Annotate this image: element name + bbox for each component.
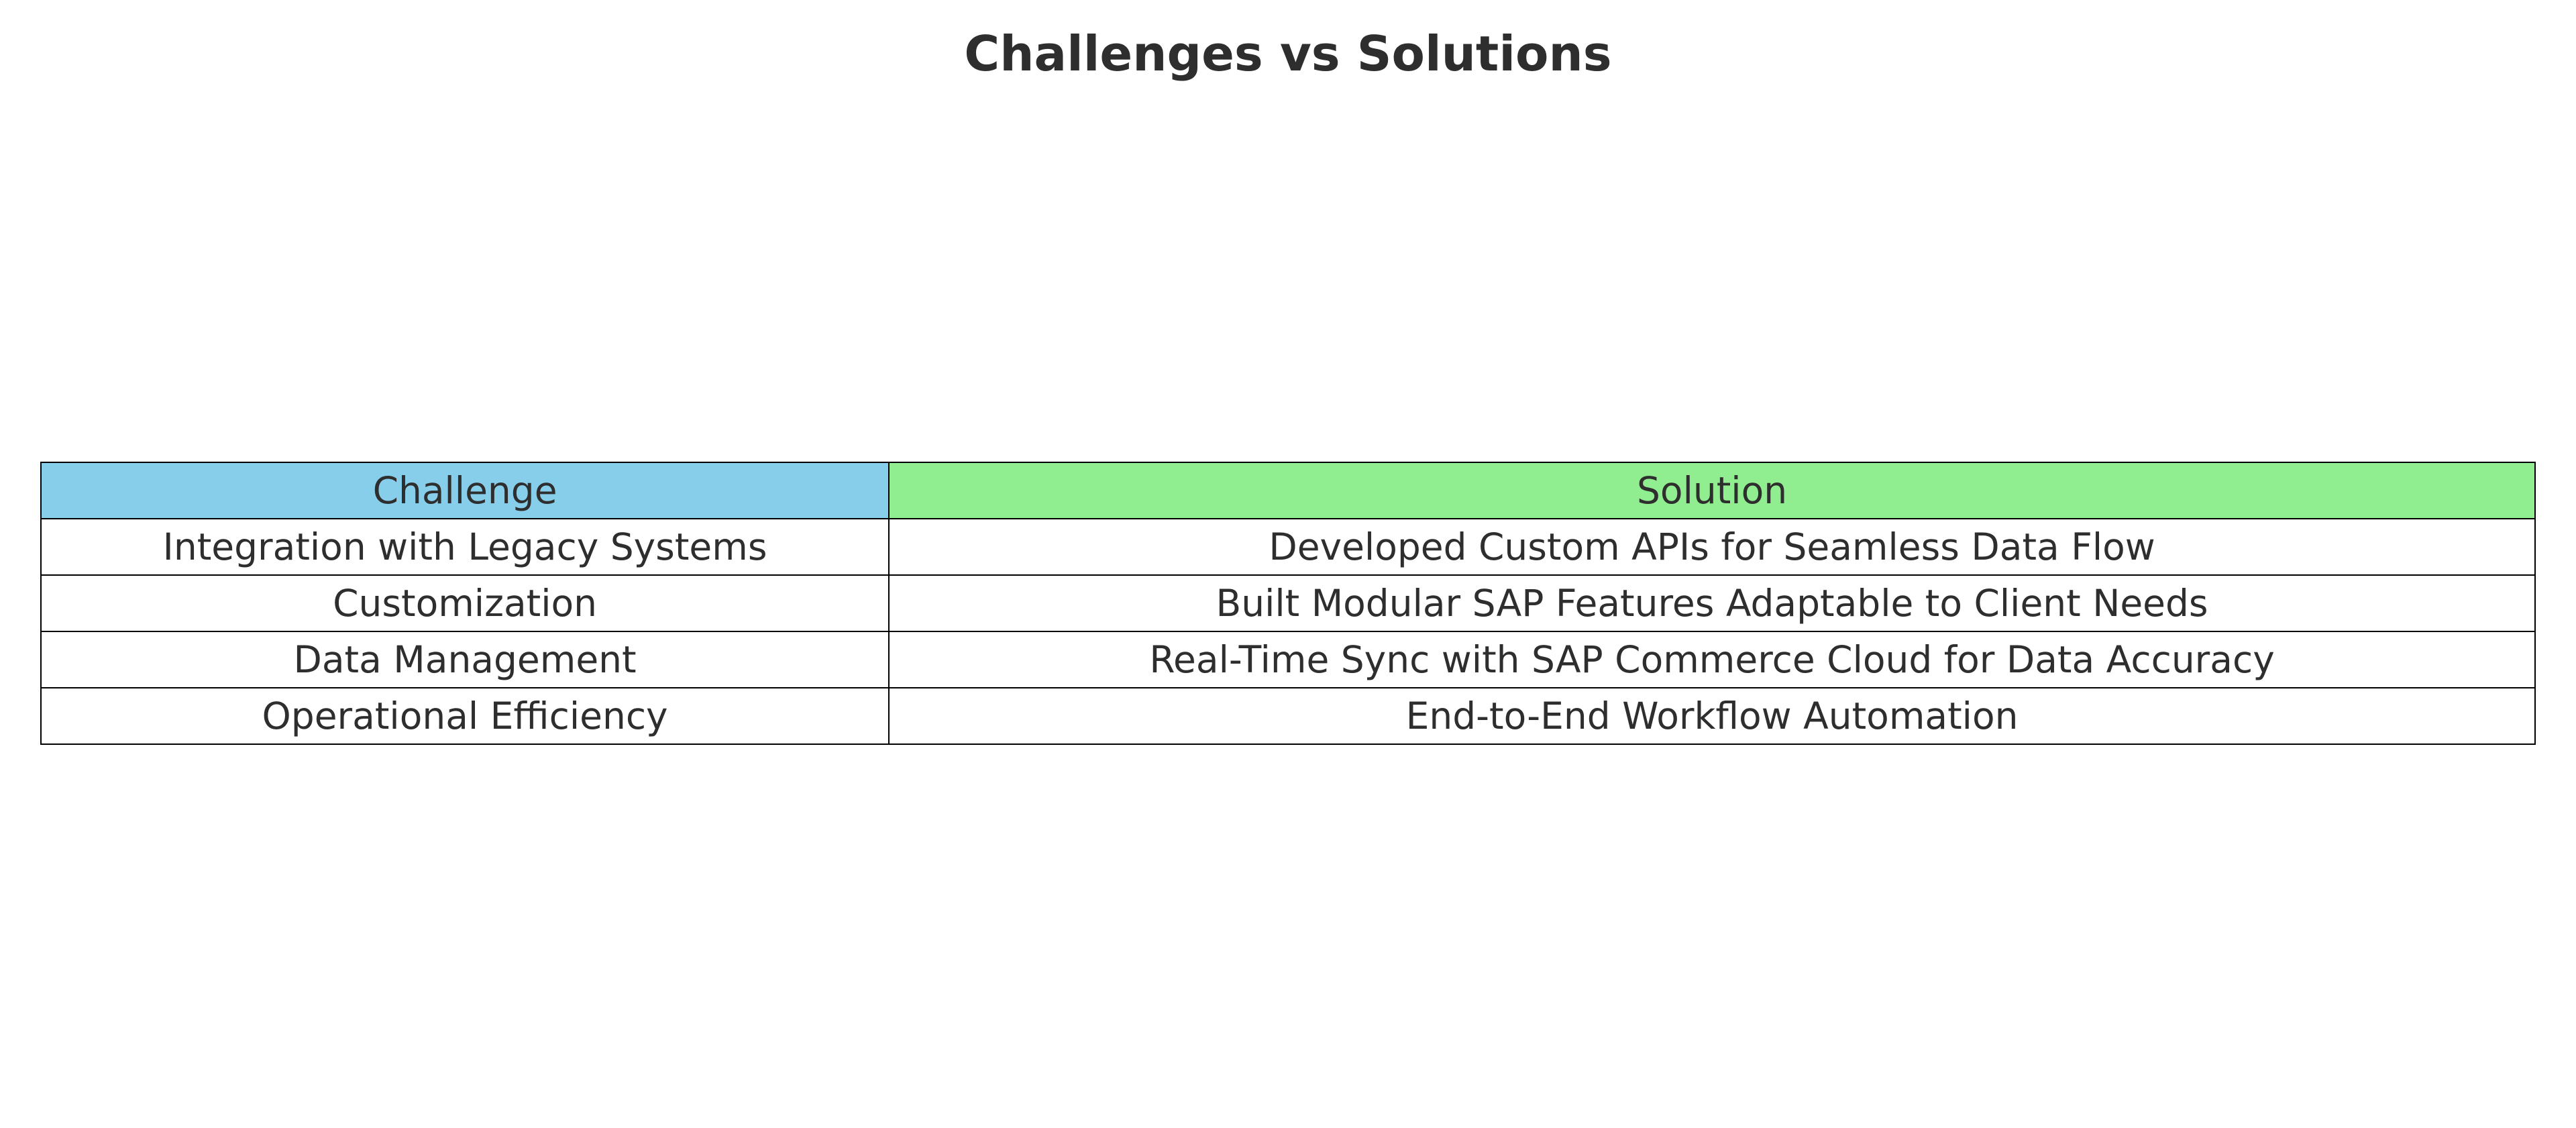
page-title: Challenges vs Solutions [0, 25, 2576, 82]
cell-challenge: Data Management [41, 631, 889, 688]
table-row: Operational Efficiency End-to-End Workfl… [41, 688, 2535, 744]
table-head: Challenge Solution [41, 462, 2535, 519]
table-row: Customization Built Modular SAP Features… [41, 575, 2535, 631]
table-row: Data Management Real-Time Sync with SAP … [41, 631, 2535, 688]
header-solution: Solution [889, 462, 2535, 519]
table-header-row: Challenge Solution [41, 462, 2535, 519]
header-challenge: Challenge [41, 462, 889, 519]
cell-solution: Built Modular SAP Features Adaptable to … [889, 575, 2535, 631]
cell-challenge: Operational Efficiency [41, 688, 889, 744]
cell-challenge: Integration with Legacy Systems [41, 519, 889, 575]
cell-solution: Real-Time Sync with SAP Commerce Cloud f… [889, 631, 2535, 688]
cell-solution: End-to-End Workflow Automation [889, 688, 2535, 744]
cell-solution: Developed Custom APIs for Seamless Data … [889, 519, 2535, 575]
challenges-solutions-table: Challenge Solution Integration with Lega… [40, 462, 2536, 745]
cell-challenge: Customization [41, 575, 889, 631]
challenges-solutions-table-wrap: Challenge Solution Integration with Lega… [40, 462, 2536, 745]
page: Challenges vs Solutions Challenge Soluti… [0, 0, 2576, 1128]
table-row: Integration with Legacy Systems Develope… [41, 519, 2535, 575]
table-body: Integration with Legacy Systems Develope… [41, 519, 2535, 744]
